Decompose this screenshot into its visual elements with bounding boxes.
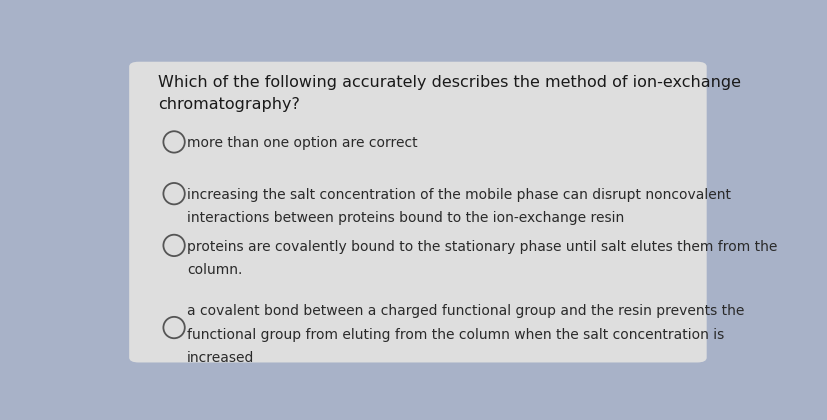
Text: increased: increased	[187, 351, 254, 365]
Point	[167, 139, 180, 145]
FancyBboxPatch shape	[129, 62, 706, 362]
Text: column.: column.	[187, 263, 242, 277]
Text: a covalent bond between a charged functional group and the resin prevents the: a covalent bond between a charged functi…	[187, 304, 743, 318]
Text: more than one option are correct: more than one option are correct	[187, 136, 417, 150]
Point	[167, 190, 180, 197]
Point	[167, 242, 180, 249]
Text: functional group from eluting from the column when the salt concentration is: functional group from eluting from the c…	[187, 328, 724, 341]
Text: interactions between proteins bound to the ion-exchange resin: interactions between proteins bound to t…	[187, 211, 624, 225]
Text: proteins are covalently bound to the stationary phase until salt elutes them fro: proteins are covalently bound to the sta…	[187, 239, 777, 254]
Text: Which of the following accurately describes the method of ion-exchange
chromatog: Which of the following accurately descri…	[158, 75, 740, 112]
Text: increasing the salt concentration of the mobile phase can disrupt noncovalent: increasing the salt concentration of the…	[187, 188, 730, 202]
Point	[167, 324, 180, 331]
